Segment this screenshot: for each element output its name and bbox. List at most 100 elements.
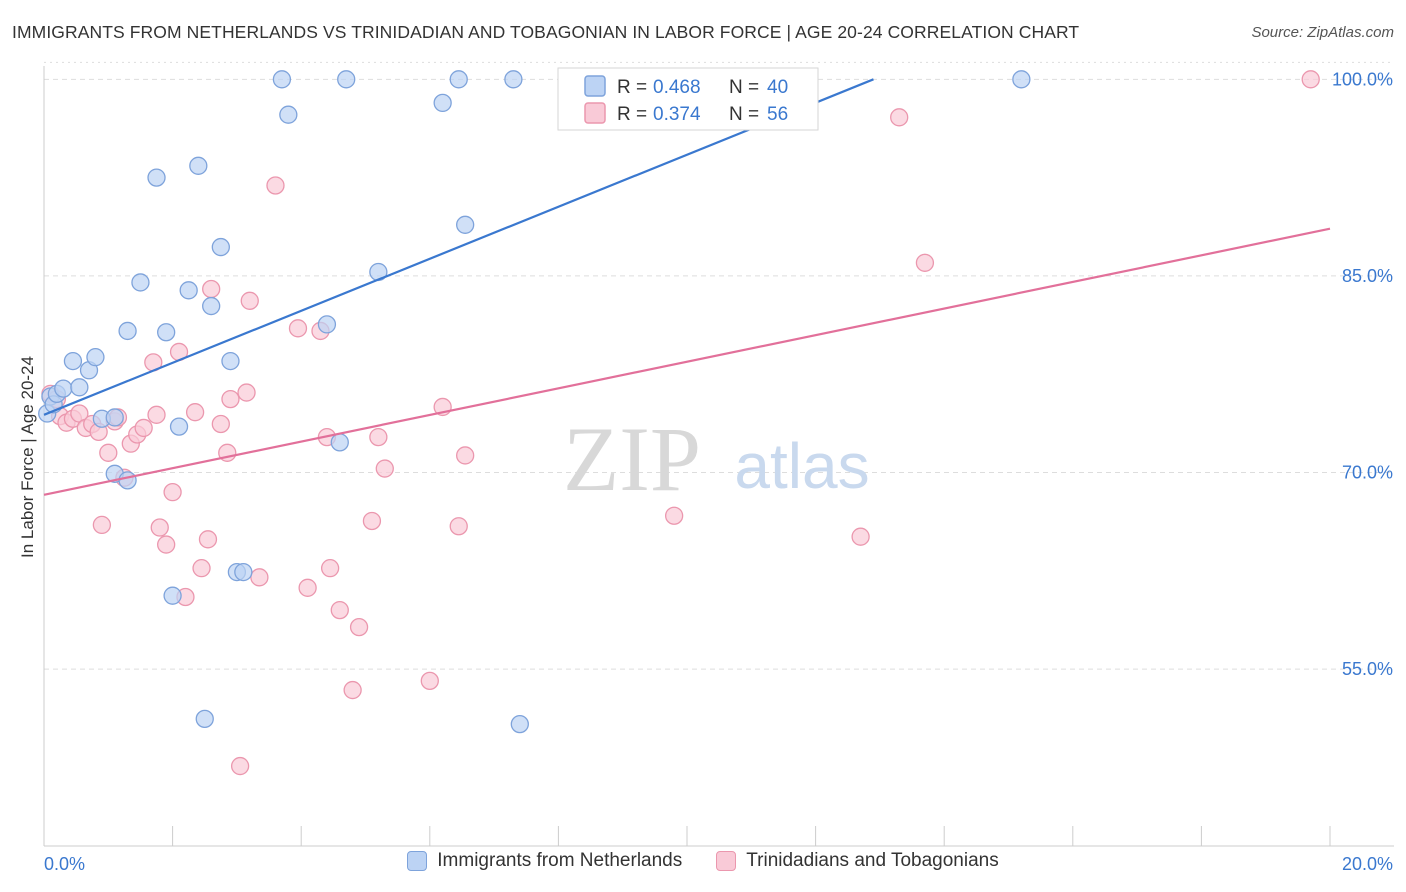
trinidadians-point-9 — [92, 515, 112, 535]
trinidadians-point-54 — [890, 108, 909, 127]
legend-swatch-trinidadians — [716, 851, 737, 871]
y-tick-label-0: 55.0% — [1342, 659, 1393, 679]
netherlands-point-12 — [118, 471, 137, 490]
y-tick-label-2: 85.0% — [1342, 266, 1393, 286]
trinidadians-point-21 — [163, 482, 182, 502]
chart-legend: Immigrants from Netherlands Trinidadians… — [0, 850, 1406, 872]
stats-n-value-blue: 40 — [767, 77, 788, 98]
netherlands-point-20 — [189, 156, 208, 175]
stats-r-label-pink: R = — [617, 104, 647, 125]
trinidadians-point-10 — [99, 443, 118, 462]
trinidadians-point-33 — [240, 291, 259, 310]
legend-label-netherlands: Immigrants from Netherlands — [437, 850, 683, 871]
netherlands-point-19 — [179, 281, 198, 300]
trinidadians-point-32 — [237, 383, 256, 402]
trinidadians-point-51 — [664, 506, 684, 525]
stats-r-value-pink: 0.374 — [653, 104, 701, 125]
trinidadians-point-16 — [134, 418, 153, 438]
trinidadians-point-30 — [221, 389, 240, 409]
trinidadians-point-40 — [320, 559, 340, 578]
x-tick-label-0: 0.0% — [44, 854, 85, 874]
netherlands-point-6 — [70, 378, 89, 397]
trinidadians-point-49 — [449, 517, 468, 536]
x-tick-label-1: 20.0% — [1342, 854, 1393, 874]
trinidadians-point-25 — [192, 559, 211, 578]
trend-line-netherlands — [43, 78, 874, 416]
series-netherlands-points — [38, 70, 1031, 734]
y-tick-label-1: 70.0% — [1342, 462, 1393, 482]
trinidadians-point-20 — [157, 535, 176, 554]
stats-n-label-pink: N = — [729, 104, 759, 125]
trinidadians-point-19 — [150, 518, 169, 537]
stats-swatch-pink — [584, 102, 606, 124]
netherlands-point-4 — [54, 379, 73, 398]
netherlands-point-36 — [504, 70, 523, 89]
netherlands-point-24 — [221, 351, 240, 371]
trinidadians-point-43 — [349, 617, 369, 637]
trinidadians-point-34 — [250, 568, 269, 587]
legend-item-trinidadians[interactable]: Trinidadians and Tobagonians — [716, 850, 999, 872]
trinidadians-point-35 — [266, 176, 285, 195]
netherlands-point-16 — [157, 323, 176, 342]
trinidadians-point-26 — [198, 530, 218, 549]
y-tick-label-3: 100.0% — [1332, 69, 1393, 89]
trinidadians-point-53 — [851, 527, 870, 546]
y-axis-label: In Labor Force | Age 20-24 — [18, 356, 37, 558]
trinidadians-point-42 — [343, 680, 362, 700]
x-tick-labels: 0.0% 20.0% — [44, 854, 1393, 874]
netherlands-point-39 — [1012, 70, 1031, 89]
netherlands-point-29 — [317, 315, 337, 334]
netherlands-point-37 — [510, 714, 529, 734]
trend-line-trinidadians — [43, 227, 1331, 496]
trend-lines — [43, 78, 1331, 496]
stats-r-label-blue: R = — [617, 77, 647, 98]
netherlands-point-22 — [202, 296, 221, 316]
netherlands-point-13 — [118, 321, 137, 341]
chart-title: IMMIGRANTS FROM NETHERLANDS VS TRINIDADI… — [12, 22, 1080, 42]
netherlands-point-14 — [131, 273, 150, 292]
stats-swatch-blue — [584, 75, 606, 97]
stats-legend-box: R = 0.468 N = 40 R = 0.374 N = 56 — [557, 67, 819, 131]
netherlands-point-27 — [272, 70, 292, 89]
netherlands-point-21 — [195, 709, 214, 729]
netherlands-point-28 — [279, 105, 298, 124]
trinidadians-point-28 — [211, 414, 230, 434]
watermark-atlas: atlas — [734, 430, 869, 502]
trinidadians-point-37 — [298, 578, 317, 597]
watermark-zip: ZIP — [563, 408, 701, 510]
trinidadians-point-44 — [362, 511, 382, 531]
netherlands-point-34 — [449, 70, 468, 89]
netherlands-point-23 — [211, 237, 230, 257]
netherlands-point-30 — [330, 433, 349, 452]
trinidadians-point-36 — [288, 319, 308, 338]
trinidadians-point-56 — [1301, 70, 1320, 89]
stats-n-value-pink: 56 — [767, 104, 788, 125]
netherlands-point-31 — [337, 70, 356, 89]
stats-r-value-blue: 0.468 — [653, 77, 701, 98]
trinidadians-point-47 — [420, 671, 439, 691]
trinidadians-point-45 — [369, 427, 388, 447]
gridlines — [44, 61, 1394, 670]
y-tick-labels: 55.0% 70.0% 85.0% 100.0% — [1332, 69, 1393, 679]
trinidadians-point-41 — [330, 600, 349, 620]
legend-swatch-netherlands — [407, 851, 428, 871]
netherlands-point-35 — [456, 215, 475, 234]
trinidadians-point-27 — [202, 279, 221, 299]
legend-label-trinidadians: Trinidadians and Tobagonians — [746, 850, 999, 871]
trinidadians-point-24 — [185, 403, 205, 422]
netherlands-point-18 — [169, 417, 189, 436]
source-credit: Source: ZipAtlas.com — [1251, 24, 1394, 41]
trinidadians-point-31 — [230, 756, 250, 776]
netherlands-point-33 — [433, 93, 452, 113]
trinidadians-point-46 — [375, 459, 394, 478]
trinidadians-point-18 — [147, 405, 166, 424]
netherlands-point-15 — [147, 168, 166, 187]
trinidadians-point-55 — [915, 253, 935, 272]
stats-n-label-blue: N = — [729, 77, 759, 98]
netherlands-point-5 — [63, 351, 83, 371]
netherlands-point-26 — [234, 562, 253, 582]
legend-item-netherlands[interactable]: Immigrants from Netherlands — [407, 850, 682, 872]
watermark: ZIP atlas — [563, 408, 870, 510]
